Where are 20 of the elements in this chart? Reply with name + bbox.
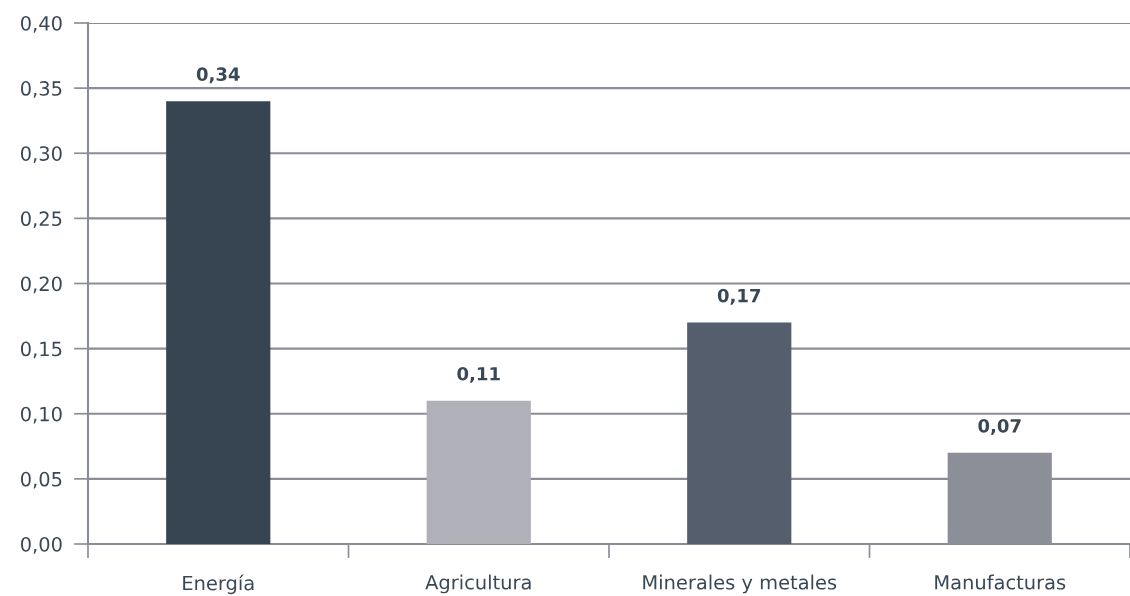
bar: [426, 400, 531, 544]
bar: [166, 101, 271, 544]
x-tick-label: Manufacturas: [935, 574, 1066, 590]
data-label: 0,17: [717, 288, 761, 305]
x-tick-label: Agricultura: [425, 574, 531, 594]
bar: [687, 322, 792, 544]
y-tick-label: 0,25: [20, 211, 62, 229]
x-tick-label: Energía: [183, 574, 254, 595]
y-tick-label: 0,20: [20, 276, 62, 294]
data-label: 0,11: [457, 366, 500, 383]
y-tick-label: 0,40: [20, 15, 62, 33]
y-tick-label: 0,35: [20, 81, 62, 98]
y-tick-label: 0,15: [20, 341, 62, 359]
data-label: 0,07: [978, 419, 1021, 435]
y-tick-label: 0,30: [20, 146, 62, 163]
y-tick-label: 0,00: [20, 536, 62, 554]
data-label: 0,34: [196, 67, 240, 84]
y-tick-label: 0,05: [20, 471, 62, 489]
y-tick-label: 0,10: [20, 406, 62, 424]
x-tick-label: Minerales y metales: [643, 574, 837, 594]
